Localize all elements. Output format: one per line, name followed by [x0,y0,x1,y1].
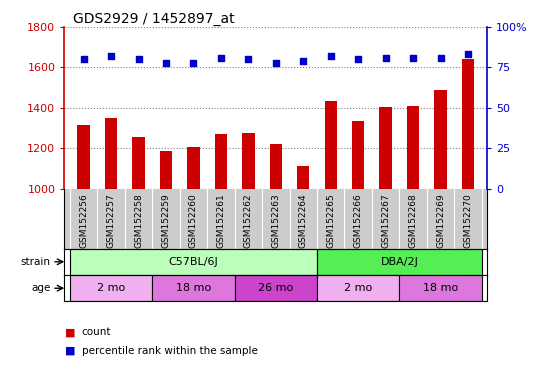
Bar [160,151,172,189]
Text: GSM152259: GSM152259 [161,194,170,248]
Bar [242,133,255,189]
Text: GDS2929 / 1452897_at: GDS2929 / 1452897_at [73,12,235,26]
Text: 18 mo: 18 mo [423,283,458,293]
Text: GSM152258: GSM152258 [134,194,143,248]
Text: GSM152270: GSM152270 [464,194,473,248]
Point [381,55,390,61]
Text: 2 mo: 2 mo [97,283,125,293]
Point [326,53,335,59]
Bar [214,134,227,189]
Text: 2 mo: 2 mo [344,283,372,293]
Text: ■: ■ [65,346,76,356]
Bar [380,107,392,189]
Point [134,56,143,62]
Point [106,53,115,59]
Text: GSM152267: GSM152267 [381,194,390,248]
Bar [462,59,474,189]
Text: 18 mo: 18 mo [176,283,211,293]
Bar [435,89,447,189]
Text: GSM152264: GSM152264 [298,194,308,248]
Text: count: count [82,327,111,337]
Point [216,55,225,61]
Point [244,56,253,62]
Text: GSM152269: GSM152269 [436,194,445,248]
Point [299,58,308,64]
Bar [70,275,152,301]
Point [79,56,88,62]
Point [409,55,418,61]
Text: GSM152257: GSM152257 [106,194,115,248]
Point [436,55,445,61]
Text: strain: strain [21,257,50,267]
Bar [297,166,310,189]
Bar [70,248,317,275]
Bar [152,275,235,301]
Bar [317,275,399,301]
Text: 26 mo: 26 mo [258,283,293,293]
Text: GSM152266: GSM152266 [354,194,363,248]
Point [271,60,280,66]
Bar [105,118,117,189]
Text: GSM152261: GSM152261 [216,194,225,248]
Bar [352,121,365,189]
Text: GSM152256: GSM152256 [79,194,88,248]
Text: age: age [31,283,50,293]
Point [464,51,473,58]
Text: C57BL/6J: C57BL/6J [169,257,218,267]
Text: GSM152263: GSM152263 [271,194,281,248]
Bar [325,101,337,189]
Point [189,60,198,66]
Bar [77,125,90,189]
Text: DBA/2J: DBA/2J [380,257,418,267]
Text: percentile rank within the sample: percentile rank within the sample [82,346,258,356]
Bar [132,137,144,189]
Point [354,56,363,62]
Point [161,60,170,66]
Text: GSM152268: GSM152268 [409,194,418,248]
Text: GSM152260: GSM152260 [189,194,198,248]
Text: GSM152265: GSM152265 [326,194,335,248]
Bar [235,275,317,301]
Text: GSM152262: GSM152262 [244,194,253,248]
Bar [407,106,419,189]
Bar [317,248,482,275]
Bar [187,147,199,189]
Bar [399,275,482,301]
Bar [269,144,282,189]
Text: ■: ■ [65,327,76,337]
